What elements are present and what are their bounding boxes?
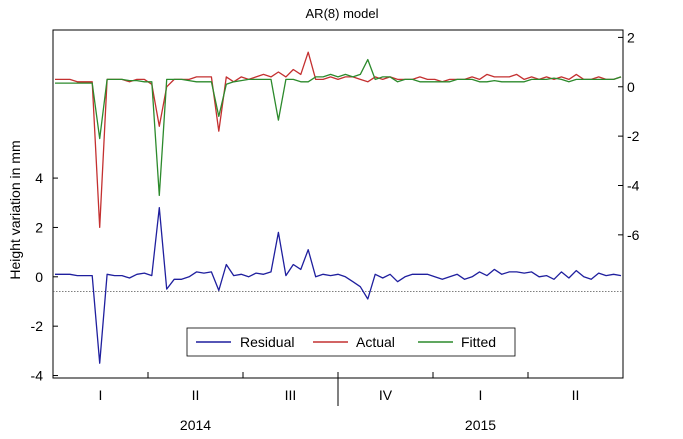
x-period-label: I (479, 387, 483, 403)
series-line-residual (55, 207, 622, 364)
x-year-label: 2015 (465, 417, 496, 433)
right-axis-ticks: 2 0 -2 -4 -6 (618, 29, 640, 243)
x-period-label: II (572, 387, 580, 403)
left-tick-label: -4 (31, 368, 44, 384)
chart-title: AR(8) model (306, 6, 379, 21)
right-tick-label: 2 (627, 29, 635, 45)
left-axis-ticks: 4 2 0 -2 -4 (31, 170, 58, 384)
x-period-label: IV (379, 387, 393, 403)
x-period-label: I (99, 387, 103, 403)
legend-label-fitted: Fitted (461, 334, 496, 350)
legend-label-actual: Actual (356, 334, 395, 350)
series-line-fitted (55, 58, 622, 197)
x-year-label: 2014 (180, 417, 211, 433)
x-period-label: II (192, 387, 200, 403)
left-axis-label: Height variation in mm (7, 140, 23, 279)
left-tick-label: 0 (35, 269, 43, 285)
x-period-label: III (285, 387, 297, 403)
legend-box (186, 327, 516, 357)
left-tick-label: -2 (31, 318, 44, 334)
right-tick-label: -2 (627, 128, 640, 144)
legend: Residual Actual Fitted (186, 327, 516, 357)
right-tick-label: -6 (627, 227, 640, 243)
legend-label-residual: Residual (240, 334, 294, 350)
plot-frame (52, 29, 624, 379)
series-line-actual (55, 51, 622, 229)
left-tick-label: 2 (35, 219, 43, 235)
series-lines (55, 51, 622, 364)
right-tick-label: -4 (627, 177, 640, 193)
right-tick-label: 0 (627, 79, 635, 95)
left-tick-label: 4 (35, 170, 43, 186)
